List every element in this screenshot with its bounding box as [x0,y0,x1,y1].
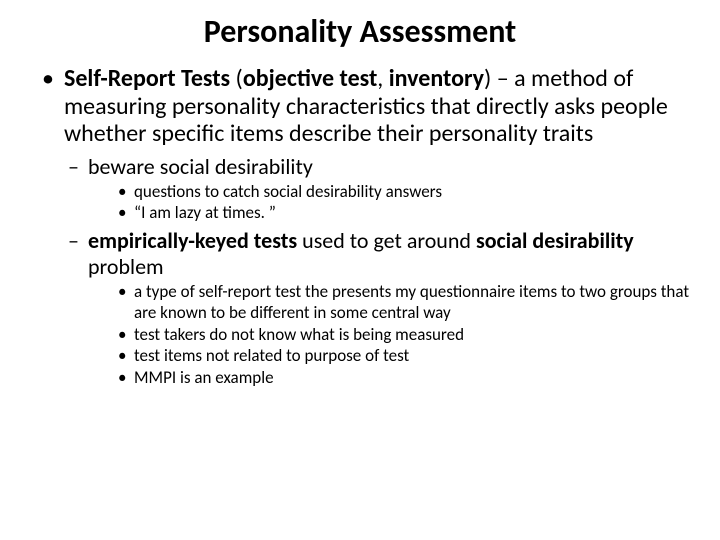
bullet-icon: • [118,282,126,303]
text: ( [230,64,243,93]
term-objective-test: objective test [243,64,377,93]
level3-item: • test takers do not know what is being … [118,325,690,346]
term-social-desirability: social desirability [476,227,634,254]
text: beware social desirability [88,153,313,180]
text: , [377,64,388,93]
term-self-report: Self-Report Tests [64,64,230,93]
level3-list: • a type of self-report test the present… [0,282,720,389]
level3-item: • “I am lazy at times. ” [118,203,690,224]
bullet-icon: • [42,65,54,93]
text: “I am lazy at times. ” [134,202,276,223]
bullet-icon: • [118,203,126,224]
text: MMPI is an example [134,367,274,388]
text: a type of self-report test the presents … [134,281,689,323]
term-empirically-keyed: empirically-keyed tests [88,227,297,254]
slide-title: Personality Assessment [0,12,720,51]
bullet-icon: • [118,182,126,203]
term-inventory: inventory [389,64,484,93]
level1-item: • Self-Report Tests (objective test, inv… [42,65,690,148]
level3-item: • questions to catch social desirability… [118,182,690,203]
level2-item: – beware social desirability [68,154,690,180]
text: test takers do not know what is being me… [134,324,464,345]
level2-item: – empirically-keyed tests used to get ar… [68,228,690,280]
text: used to get around [297,227,476,254]
dash-icon: – [68,154,79,180]
level3-item: • MMPI is an example [118,368,690,389]
level1-list: • Self-Report Tests (objective test, inv… [0,65,720,148]
level2-list: – beware social desirability [0,154,720,180]
level3-item: • a type of self-report test the present… [118,282,690,323]
bullet-icon: • [118,346,126,367]
level2-list: – empirically-keyed tests used to get ar… [0,228,720,280]
text: test items not related to purpose of tes… [134,345,409,366]
text: questions to catch social desirability a… [134,181,442,202]
bullet-icon: • [118,368,126,389]
bullet-icon: • [118,325,126,346]
text: problem [88,253,164,280]
level3-list: • questions to catch social desirability… [0,182,720,224]
level3-item: • test items not related to purpose of t… [118,346,690,367]
dash-icon: – [68,228,79,254]
